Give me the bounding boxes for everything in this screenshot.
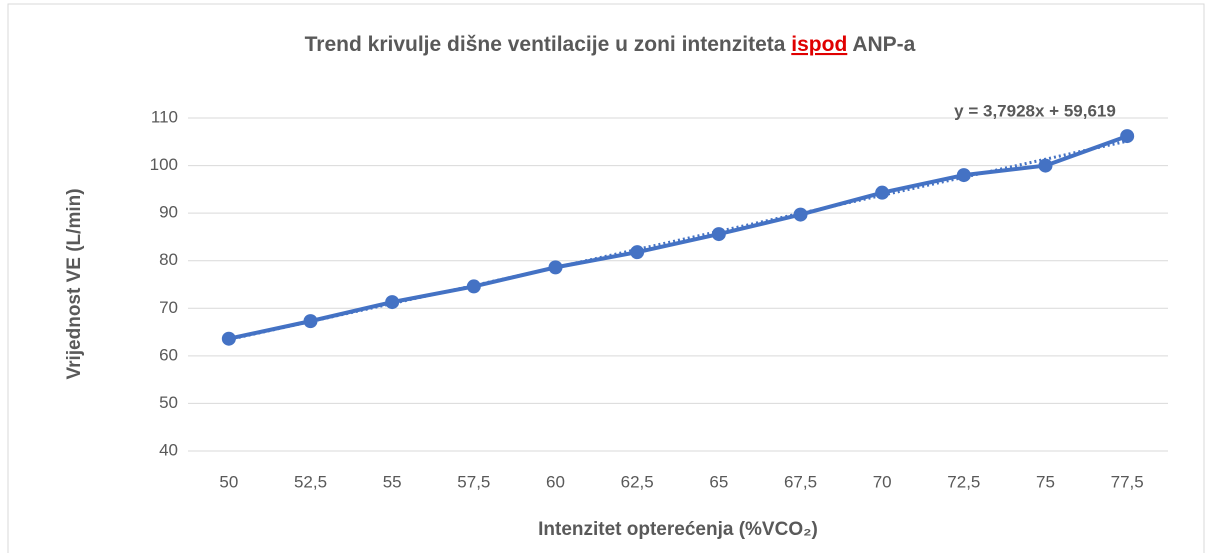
data-point [1120,129,1135,144]
x-tick-label: 67,5 [784,472,817,491]
y-tick-label: 100 [150,155,178,174]
x-tick-label: 70 [873,472,892,491]
trendline-equation: y = 3,7928x + 59,619 [954,101,1116,120]
data-point [1038,158,1053,173]
data-point [711,227,726,242]
y-tick-label: 40 [159,440,178,459]
data-point [793,207,808,222]
data-point [221,331,236,346]
y-tick-label: 80 [159,250,178,269]
y-tick-label: 70 [159,298,178,317]
title-part: ANP-a [852,33,915,56]
y-tick-label: 50 [159,393,178,412]
x-tick-label: 60 [546,472,565,491]
x-tick-label: 52,5 [294,472,327,491]
x-tick-label: 65 [709,472,728,491]
y-tick-label: 90 [159,203,178,222]
x-tick-label: 57,5 [457,472,490,491]
data-point [956,168,971,183]
chart-title: Trend krivulje dišne ventilacije u zoni … [305,33,916,56]
y-axis-title: Vrijednost VE (L/min) [64,188,85,379]
x-tick-label: 50 [219,472,238,491]
trendline [228,139,1128,342]
y-tick-label: 60 [159,345,178,364]
title-highlight: ispod [791,33,847,56]
x-axis-title: Intenzitet opterećenja (%VCO₂) [538,519,818,540]
x-tick-label: 72,5 [947,472,980,491]
data-point [548,260,563,275]
y-tick-label: 110 [151,107,178,126]
x-tick-label: 55 [383,472,402,491]
data-point [630,245,645,260]
data-point [385,295,400,310]
x-tick-label: 75 [1036,472,1055,491]
x-tick-label: 62,5 [621,472,654,491]
data-point [466,279,481,294]
chart-frame [7,3,1205,553]
x-tick-label: 77,5 [1111,472,1144,491]
data-point [303,314,318,329]
title-part: Trend krivulje dišne ventilacije u zoni … [305,33,786,56]
data-point [875,185,890,200]
